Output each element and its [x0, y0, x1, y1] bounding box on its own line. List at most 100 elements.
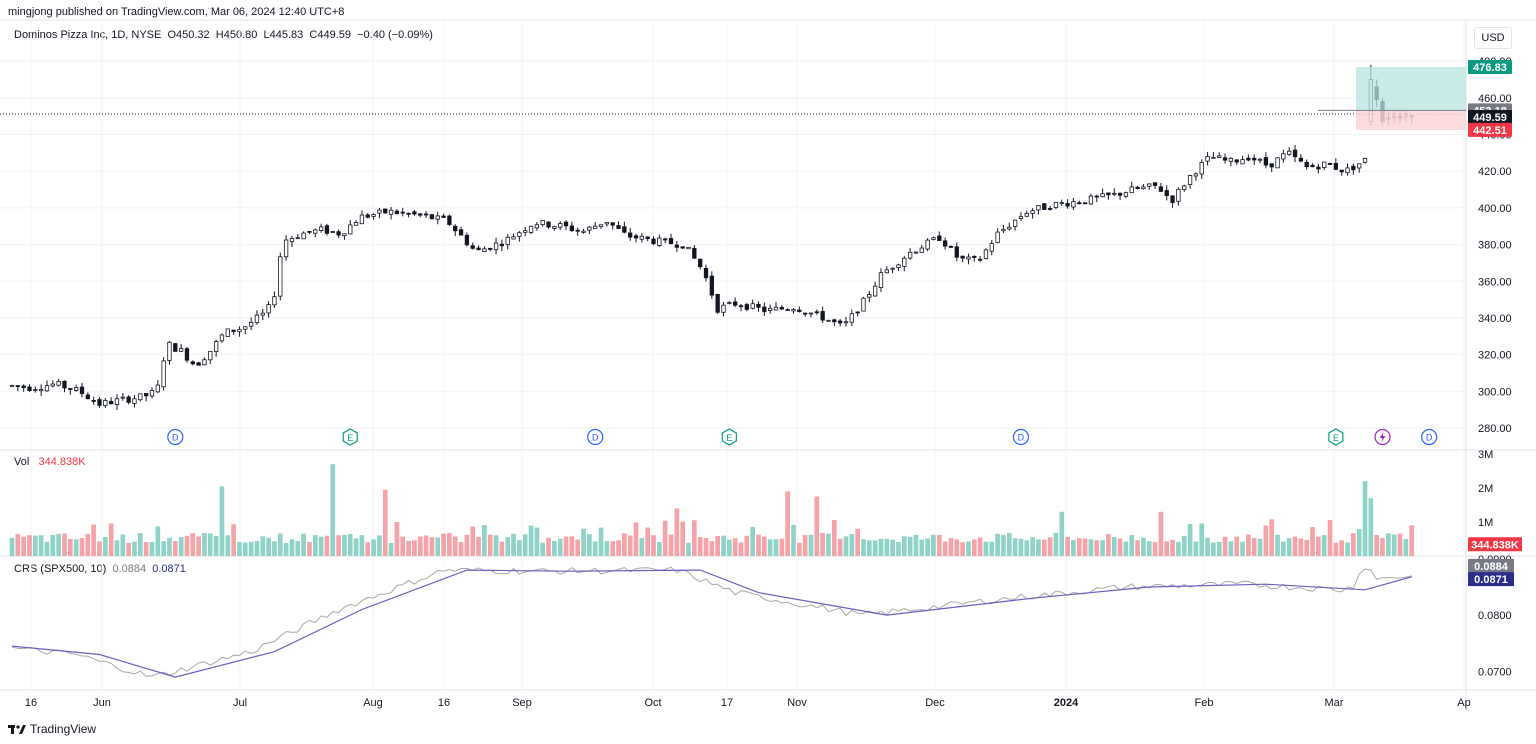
candle: [791, 308, 796, 314]
candle: [44, 380, 50, 392]
candle-body: [1217, 155, 1222, 158]
candle: [1030, 208, 1035, 219]
volume-bar: [324, 535, 330, 556]
candle-body: [902, 257, 907, 267]
candle: [639, 233, 645, 243]
candle-body: [1287, 150, 1292, 155]
volume-bar: [272, 541, 277, 556]
loss-zone[interactable]: [1356, 110, 1466, 130]
candle: [884, 266, 889, 274]
volume-bar: [248, 541, 254, 556]
earnings-marker[interactable]: E: [342, 428, 358, 446]
volume-bar: [202, 533, 207, 556]
volume-bar: [1047, 537, 1053, 556]
volume-bar: [1275, 534, 1280, 556]
candle-body: [762, 306, 767, 313]
candle: [330, 231, 335, 233]
dividend-marker[interactable]: D: [1012, 428, 1030, 446]
volume-bar: [1321, 535, 1327, 556]
volume-bar: [1380, 538, 1385, 556]
volume-bar: [476, 536, 481, 556]
candle: [27, 384, 32, 392]
candle-body: [907, 251, 913, 259]
candle-body: [243, 326, 248, 330]
volume-bar: [966, 541, 971, 556]
dividend-icon: [587, 428, 604, 446]
candle: [289, 235, 295, 248]
candle-body: [517, 232, 522, 237]
earnings-marker[interactable]: E: [1328, 428, 1344, 446]
candle: [132, 395, 137, 408]
time-axis-label: 16: [25, 697, 37, 709]
earnings-icon: [721, 428, 737, 446]
dividend-marker[interactable]: D: [167, 428, 184, 446]
candle: [1357, 163, 1362, 173]
candle: [470, 242, 475, 250]
earnings-marker[interactable]: E: [721, 428, 737, 446]
candle: [9, 384, 15, 388]
candle-body: [628, 232, 633, 238]
volume-bar: [534, 527, 540, 556]
candle-body: [371, 214, 376, 217]
candle: [266, 301, 271, 318]
candle-body: [126, 396, 131, 403]
candle-body: [698, 258, 703, 268]
candle-body: [377, 209, 382, 214]
volume-bar: [184, 535, 190, 556]
candle: [208, 350, 213, 364]
dividend-marker[interactable]: D: [587, 428, 604, 446]
volume-value: 344.838K: [38, 456, 86, 468]
candle: [476, 245, 481, 251]
candle: [173, 343, 178, 352]
candle-body: [178, 348, 184, 352]
volume-bar: [1193, 541, 1199, 556]
candle-body: [867, 294, 872, 298]
candle-body: [715, 294, 720, 313]
candle-body: [563, 221, 569, 227]
candle: [814, 309, 819, 315]
volume-bar: [32, 535, 38, 556]
volume-bar: [896, 541, 901, 556]
event-marker[interactable]: [1374, 428, 1391, 446]
candle-body: [1257, 158, 1263, 161]
volume-bar: [318, 536, 324, 556]
dividend-icon-letter: D: [1426, 433, 1433, 443]
candle-body: [668, 238, 674, 245]
profit-zone[interactable]: [1356, 66, 1466, 111]
volume-bar: [528, 525, 534, 556]
candle-body: [1158, 186, 1164, 192]
volume-bar: [931, 534, 936, 556]
candle-body: [598, 224, 604, 227]
volume-bar: [1251, 538, 1257, 556]
earnings-icon-letter: E: [1333, 433, 1339, 443]
candle: [1292, 145, 1298, 162]
candle: [388, 206, 394, 220]
candle: [703, 264, 709, 282]
candle-body: [213, 341, 219, 352]
candle: [283, 235, 289, 261]
candle: [878, 268, 884, 292]
currency-button[interactable]: USD: [1474, 27, 1512, 49]
volume-bar: [62, 533, 67, 556]
candle-body: [388, 209, 394, 215]
candle-body: [470, 245, 475, 249]
volume-bar: [487, 534, 493, 556]
volume-bar: [388, 542, 394, 556]
volume-badge: [1468, 537, 1522, 552]
candle: [15, 385, 20, 392]
candle: [126, 395, 131, 405]
dividend-marker[interactable]: D: [1421, 428, 1438, 446]
volume-bar: [97, 541, 102, 556]
price-badge-last: [1468, 109, 1512, 124]
volume-bar: [143, 541, 149, 556]
candle-body: [412, 211, 417, 215]
candle-body: [1322, 161, 1327, 168]
candle: [1135, 185, 1140, 190]
candle: [709, 271, 714, 299]
candle: [1152, 182, 1158, 189]
candle: [74, 384, 79, 392]
volume-bar: [225, 535, 231, 556]
volume-bar: [1158, 511, 1164, 556]
candle-body: [837, 320, 843, 324]
